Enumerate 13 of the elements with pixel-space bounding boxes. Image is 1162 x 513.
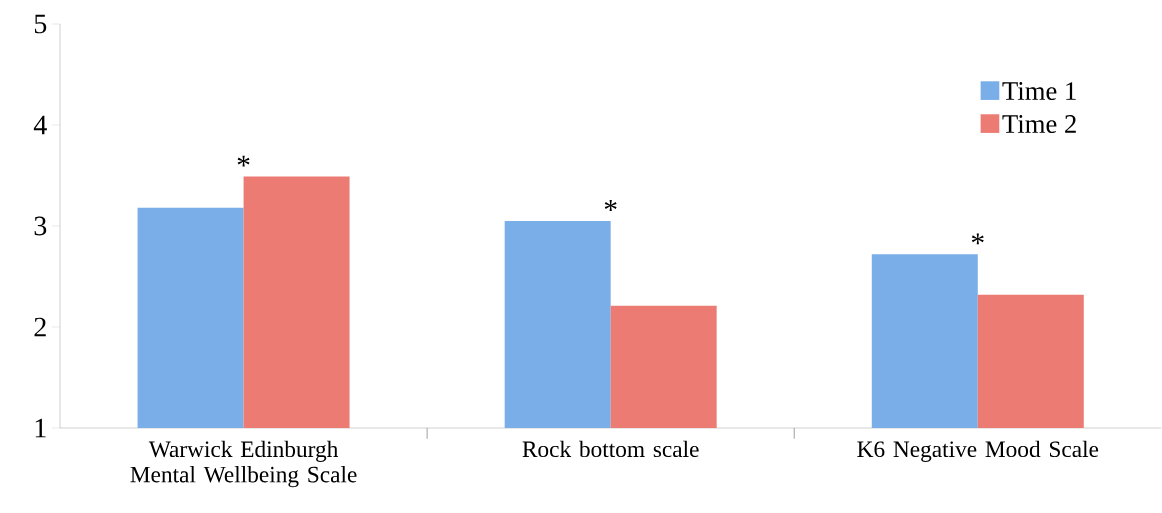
annotation: *	[604, 200, 617, 211]
x-tick-label: K6 Negative Mood Scale	[857, 440, 1099, 462]
y-tick-label: 3	[34, 216, 47, 236]
y-tick-label: 5	[34, 14, 47, 34]
legend-label: Time 1	[1002, 82, 1076, 101]
y-tick-label: 2	[34, 317, 46, 337]
y-tick-label: 4	[33, 115, 47, 135]
annotation: *	[237, 155, 250, 167]
x-tick-label: Warwick Edinburgh Mental Wellbeing Scale	[130, 440, 357, 488]
x-tick-label: Rock bottom scale	[522, 440, 699, 458]
annotation: *	[971, 233, 984, 245]
y-tick-label: 1	[35, 418, 46, 438]
legend-label: Time 2	[1002, 115, 1076, 134]
